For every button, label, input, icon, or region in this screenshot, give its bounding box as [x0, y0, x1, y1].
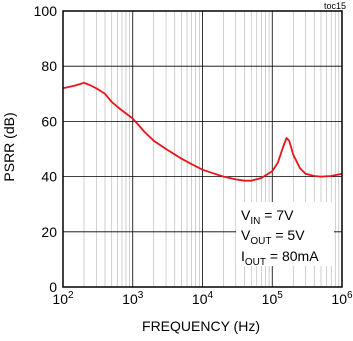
y-axis-title: PSRR (dB) — [1, 112, 17, 181]
x-tick-label: 104 — [192, 290, 214, 307]
axis-ticks: 0 20 40 60 80 100 102 103 104 105 106 — [34, 3, 353, 307]
y-tick-label: 100 — [34, 3, 58, 19]
x-tick-label: 105 — [262, 290, 284, 307]
x-tick-label: 102 — [52, 290, 74, 307]
x-axis-title: FREQUENCY (Hz) — [142, 318, 260, 334]
y-tick-label: 80 — [41, 58, 57, 74]
x-tick-label: 106 — [331, 290, 353, 307]
figure-tag: toc15 — [324, 1, 346, 11]
x-tick-label: 103 — [122, 290, 144, 307]
plot-frame — [62, 10, 343, 288]
annotation-line: VIN = 7V — [241, 207, 294, 227]
y-tick-label: 0 — [49, 279, 57, 295]
annotation-line: IOUT = 80mA — [241, 248, 319, 268]
y-tick-label: 40 — [41, 169, 57, 185]
curve-layer — [62, 81, 343, 182]
psrr-curve — [62, 81, 343, 182]
y-tick-label: 20 — [41, 224, 57, 240]
annotation-line: VOUT = 5V — [241, 227, 305, 247]
annotation-background — [236, 202, 334, 266]
y-tick-label: 60 — [41, 113, 57, 129]
